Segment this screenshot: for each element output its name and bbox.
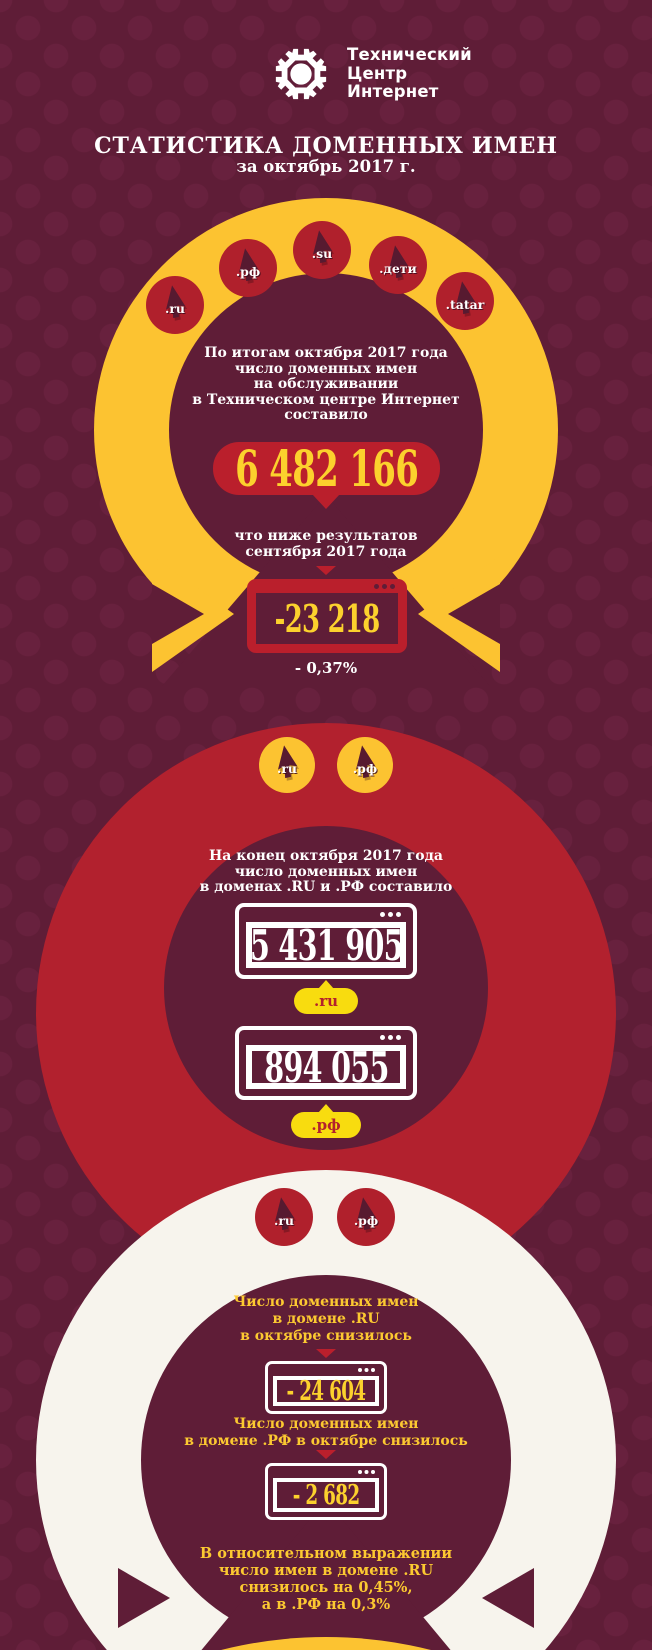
- cursor-icon: [381, 245, 417, 281]
- domain-label: .ru: [273, 1213, 295, 1228]
- text-line: число доменных имен: [234, 863, 418, 880]
- text-line: а в .РФ на 0,3%: [261, 1596, 391, 1613]
- text-line: На конец октября 2017 года: [209, 848, 443, 864]
- text-line: Число доменных имен: [233, 1294, 419, 1310]
- domain-badge-ru: .ru: [255, 1188, 313, 1246]
- domain-badge-ru: .ru: [259, 737, 315, 793]
- domain-badge-deti: .дети: [369, 236, 427, 294]
- text-line: сентября 2017 года: [245, 544, 407, 560]
- s3-ru-text: Число доменных имен в домене .RU в октяб…: [0, 1294, 652, 1345]
- domain-label: .дети: [379, 261, 417, 276]
- text-line: в доменах .RU и .РФ составило: [199, 879, 453, 895]
- cursor-icon: [158, 285, 194, 321]
- cursor-icon: [267, 1197, 303, 1233]
- window-content: 5 431 905: [246, 920, 406, 970]
- down-triangle-icon: [316, 566, 336, 575]
- window-dots-icon: [358, 1368, 376, 1372]
- rf-delta: - 2 682: [292, 1479, 360, 1511]
- org-line: Технический: [347, 45, 472, 64]
- domain-label: .ru: [276, 761, 298, 776]
- window-dots-icon: [358, 1470, 376, 1474]
- total-count-bubble: 6 482 166: [213, 439, 440, 498]
- s3-summary-text: В относительном выражении число имен в д…: [0, 1545, 652, 1613]
- rf-pill: .рф: [291, 1104, 361, 1138]
- cursor-icon: [305, 230, 341, 266]
- text-line: составило: [284, 407, 368, 423]
- window-dots-icon: [380, 912, 402, 917]
- cursor-icon: [231, 248, 267, 284]
- text-line: на обслуживании: [253, 376, 399, 392]
- text-line: число доменных имен: [234, 360, 418, 377]
- org-line: Интернет: [347, 82, 439, 101]
- s1-intro-text: По итогам октября 2017 года число доменн…: [0, 345, 652, 424]
- ru-pill: .ru: [294, 980, 358, 1014]
- rf-delta-window: - 2 682: [265, 1463, 387, 1520]
- delta-value: -23 218: [274, 596, 381, 641]
- text-line: в домене .RU: [272, 1311, 380, 1327]
- ru-count: 5 431 905: [249, 920, 404, 970]
- text-line: снизилось на 0,45%,: [239, 1579, 413, 1596]
- text-line: число имен в домене .RU: [218, 1562, 434, 1579]
- window-content: - 24 604: [273, 1375, 379, 1407]
- gear-logo-icon: [273, 46, 329, 102]
- text-line: в октябре снизилось: [240, 1328, 412, 1344]
- down-triangle-icon: [316, 1450, 336, 1459]
- domain-label: .рф: [235, 264, 261, 279]
- domain-badge-rf: .рф: [337, 1188, 395, 1246]
- rf-count: 894 055: [263, 1042, 389, 1092]
- domain-badge-rf: .рф: [219, 239, 277, 297]
- text-line: - 0,37%: [294, 659, 358, 677]
- domain-label: .su: [311, 246, 333, 261]
- domain-badge-ru: .ru: [146, 276, 204, 334]
- text-line: в домене .РФ в октябре снизилось: [184, 1432, 468, 1449]
- pill-label: .рф: [311, 1116, 341, 1134]
- s2-intro-text: На конец октября 2017 года число доменны…: [0, 848, 652, 896]
- rf-count-window: 894 055: [235, 1026, 417, 1100]
- domain-badge-rf: .рф: [337, 737, 393, 793]
- domain-label: .tatar: [445, 297, 485, 312]
- domain-badge-tatar: .tatar: [436, 272, 494, 330]
- total-count: 6 482 166: [234, 439, 419, 498]
- window-content: - 2 682: [273, 1478, 379, 1512]
- s1-delta-percent: - 0,37%: [0, 659, 652, 677]
- pill-label: .ru: [313, 992, 339, 1010]
- window-content: 894 055: [246, 1042, 406, 1092]
- text-line: что ниже результатов: [234, 528, 418, 544]
- delta-window: -23 218: [247, 579, 407, 653]
- org-name: Технический Центр Интернет: [347, 45, 472, 102]
- ru-count-window: 5 431 905: [235, 903, 417, 979]
- org-line: Центр: [347, 63, 408, 83]
- cursor-icon: [348, 745, 384, 781]
- text-line: в Техническом центре Интернет: [192, 391, 460, 408]
- domain-label: .рф: [353, 1213, 379, 1228]
- text-line: По итогам октября 2017 года: [204, 345, 448, 361]
- window-dots-icon: [374, 584, 396, 589]
- s3-rf-text: Число доменных имен в домене .РФ в октяб…: [0, 1416, 652, 1449]
- page-title: СТАТИСТИКА ДОМЕННЫХ ИМЕН: [94, 133, 558, 159]
- s1-note-text: что ниже результатов сентября 2017 года: [0, 528, 652, 560]
- text-line: В относительном выражении: [199, 1545, 453, 1562]
- page-subtitle: за октябрь 2017 г.: [236, 157, 416, 176]
- cursor-icon: [270, 745, 306, 781]
- domain-label: .рф: [352, 761, 378, 776]
- ru-delta: - 24 604: [286, 1375, 367, 1407]
- cursor-icon: [349, 1197, 385, 1233]
- section3-ring-graphic: [36, 1170, 616, 1650]
- down-triangle-icon: [316, 1349, 336, 1358]
- bubble-tail: [312, 494, 340, 509]
- domain-label: .ru: [164, 301, 186, 316]
- window-dots-icon: [380, 1035, 402, 1040]
- domain-badge-su: .su: [293, 221, 351, 279]
- text-line: Число доменных имен: [233, 1416, 419, 1432]
- window-content: -23 218: [256, 593, 398, 644]
- cursor-icon: [448, 281, 484, 317]
- ru-delta-window: - 24 604: [265, 1361, 387, 1414]
